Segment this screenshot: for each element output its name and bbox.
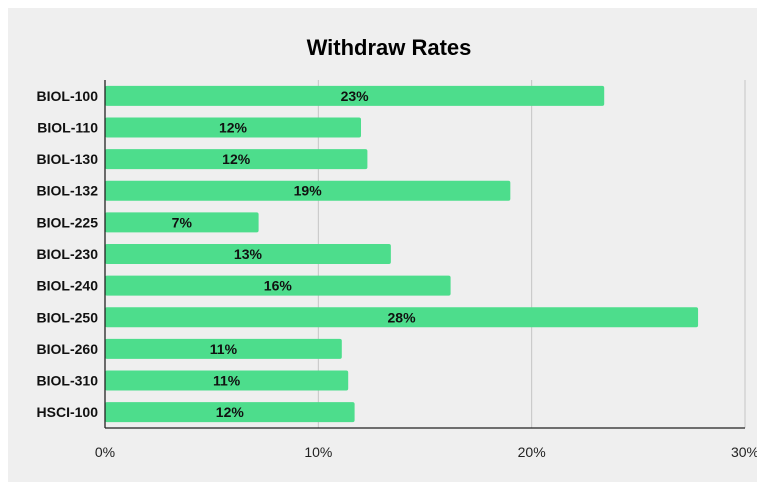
chart-title: Withdraw Rates xyxy=(307,35,472,60)
data-label: 7% xyxy=(172,214,193,230)
data-label: 12% xyxy=(219,119,248,135)
labels: 0% 10% 20% 30% BIOL-100 23% BIOL-110 12% BIOL-13… xyxy=(37,88,757,460)
bar xyxy=(105,85,605,106)
bar-chart: Withdraw Rates 0% 10% 20% 30% BIOL-100 23% BIO… xyxy=(37,35,757,460)
bar xyxy=(105,149,368,170)
data-label: 12% xyxy=(216,404,245,420)
bar xyxy=(105,212,259,233)
bar xyxy=(105,244,391,264)
bar xyxy=(105,307,699,328)
category-label: BIOL-230 xyxy=(37,246,99,262)
category-label: BIOL-260 xyxy=(37,341,99,357)
data-label: 11% xyxy=(213,373,241,389)
x-tick-label: 0% xyxy=(95,444,115,460)
data-label: 12% xyxy=(222,151,251,167)
category-label: BIOL-130 xyxy=(37,151,99,167)
category-label: HSCI-100 xyxy=(37,404,99,420)
bar xyxy=(105,117,361,138)
chart-container: Withdraw Rates 0% 10% 20% 30% BIOL-100 23% BIO… xyxy=(8,8,757,482)
x-tick-label: 30% xyxy=(731,444,757,460)
x-tick-label: 20% xyxy=(518,444,546,460)
category-label: BIOL-250 xyxy=(37,309,99,325)
x-tick-label: 10% xyxy=(304,444,332,460)
data-label: 11% xyxy=(210,341,238,357)
bar xyxy=(105,402,355,423)
data-label: 19% xyxy=(294,183,323,199)
category-label: BIOL-310 xyxy=(37,373,99,389)
axes xyxy=(104,80,745,429)
bar xyxy=(105,338,342,359)
category-label: BIOL-132 xyxy=(37,183,99,199)
data-label: 28% xyxy=(388,309,417,325)
category-label: BIOL-100 xyxy=(37,88,99,104)
bar xyxy=(105,275,451,296)
bars xyxy=(105,85,699,423)
data-label: 13% xyxy=(234,246,263,262)
category-label: BIOL-240 xyxy=(37,278,99,294)
data-label: 23% xyxy=(341,88,370,104)
category-label: BIOL-225 xyxy=(37,214,99,230)
category-label: BIOL-110 xyxy=(37,119,98,135)
data-label: 16% xyxy=(264,278,293,294)
bar xyxy=(105,370,349,391)
bar xyxy=(105,180,511,201)
